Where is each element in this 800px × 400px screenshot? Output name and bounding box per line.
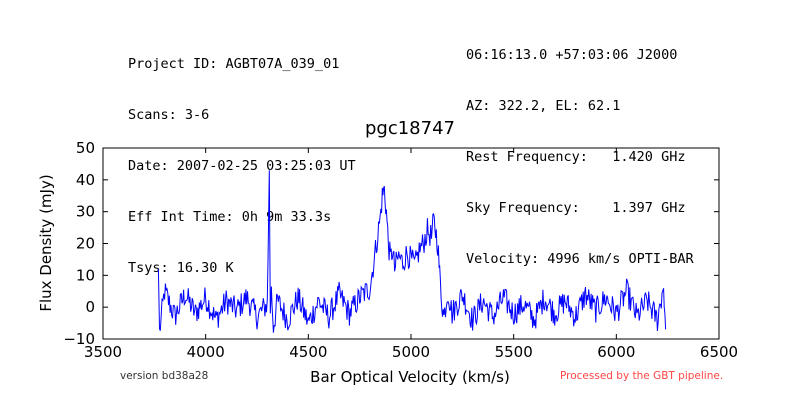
y-axis-label: Flux Density (mJy) [37, 174, 55, 311]
plot-frame [102, 147, 720, 340]
date: Date: 2007-02-25 03:25:03 UT [128, 158, 356, 174]
project-id: Project ID: AGBT07A_039_01 [128, 56, 340, 72]
observation-info-left: Project ID: AGBT07A_039_01 Scans: 3-6 Da… [128, 22, 356, 294]
x-tick-label: 3500 [84, 343, 122, 361]
y-tick-label: 10 [76, 266, 95, 284]
y-tick-label: 40 [76, 171, 95, 189]
chart-title: pgc18747 [365, 118, 455, 139]
spectrum-line [157, 170, 667, 333]
y-tick-label: 30 [76, 203, 95, 221]
y-axis: −10 0 10 20 30 40 50 [63, 139, 719, 348]
series-group [157, 170, 667, 333]
x-axis-label: Bar Optical Velocity (km/s) [310, 368, 510, 386]
version-label: version bd38a28 [120, 370, 209, 382]
rest-frequency: Rest Frequency: 1.420 GHz [466, 149, 686, 165]
y-tick-label: 20 [76, 235, 95, 253]
pipeline-credit: Processed by the GBT pipeline. [560, 370, 724, 382]
x-tick-label: 4500 [289, 343, 327, 361]
y-tick-label: −10 [63, 330, 95, 348]
x-tick-label: 6500 [700, 343, 738, 361]
observation-info-right: 06:16:13.0 +57:03:06 J2000 AZ: 322.2, EL… [466, 13, 694, 285]
x-tick-label: 4000 [187, 343, 225, 361]
x-tick-label: 5500 [495, 343, 533, 361]
scans: Scans: 3-6 [128, 107, 210, 123]
sky-frequency: Sky Frequency: 1.397 GHz [466, 200, 686, 216]
velocity: Velocity: 4996 km/s OPTI-BAR [466, 251, 694, 267]
coordinates: 06:16:13.0 +57:03:06 J2000 [466, 47, 678, 63]
x-tick-label: 5000 [392, 343, 430, 361]
az-el: AZ: 322.2, EL: 62.1 [466, 98, 621, 114]
y-tick-label: 0 [85, 298, 95, 316]
x-axis: 3500 4000 4500 5000 5500 6000 6500 [84, 148, 738, 361]
x-tick-label: 6000 [597, 343, 635, 361]
y-tick-label: 50 [76, 139, 95, 157]
eff-int-time: Eff Int Time: 0h 9m 33.3s [128, 209, 332, 225]
